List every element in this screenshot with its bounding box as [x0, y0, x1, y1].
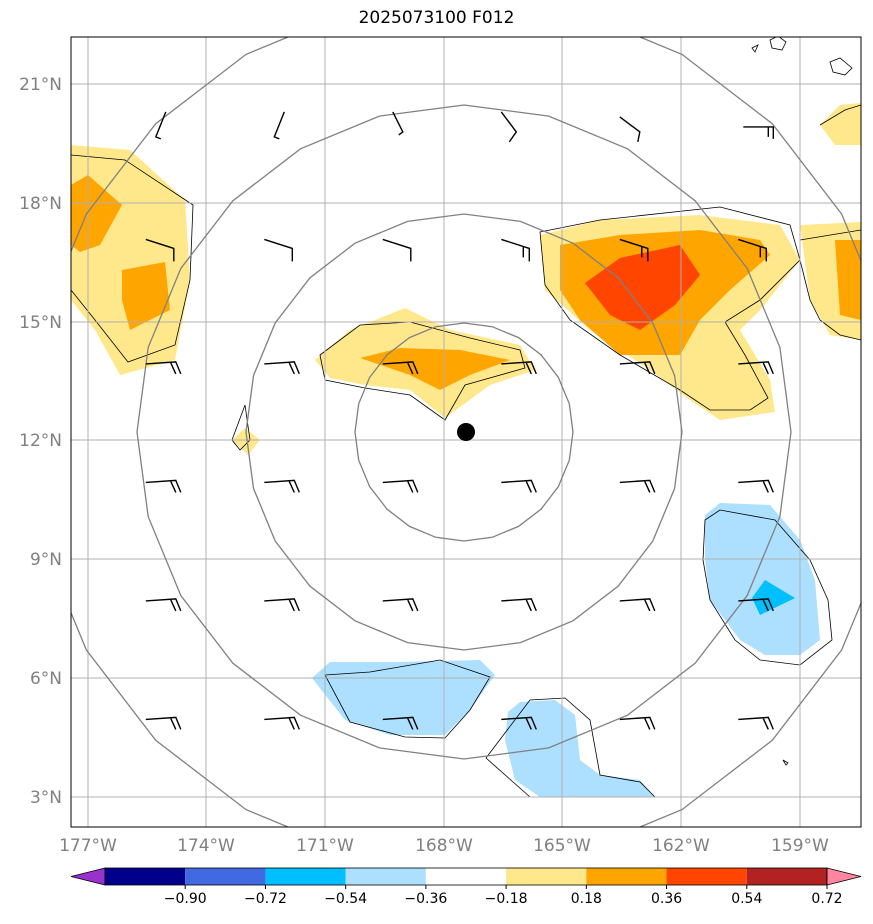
colorbar-swatch [586, 868, 667, 885]
map-plot-area [71, 37, 861, 827]
wind-barb [145, 361, 182, 375]
wind-barb [619, 716, 656, 730]
colorbar-label: −0.18 [485, 891, 528, 907]
lat-tick-label: 6°N [30, 669, 62, 689]
range-rings [71, 37, 861, 827]
wind-barb [501, 479, 537, 493]
colorbar-swatch [185, 868, 266, 885]
wind-barb [500, 111, 518, 143]
colorbar-label: 0.72 [811, 891, 842, 907]
shading-negative-light [312, 503, 820, 797]
wind-barb [382, 716, 419, 730]
colorbar-label: −0.36 [404, 891, 447, 907]
lat-tick-label: 9°N [30, 550, 62, 570]
wind-barb [501, 716, 537, 730]
wind-barb [619, 116, 641, 143]
wind-barb [382, 238, 412, 262]
wind-barb [501, 361, 537, 375]
colorbar-label: 0.54 [731, 891, 762, 907]
wind-barb [273, 111, 285, 140]
lon-tick-label: 174°W [177, 836, 235, 856]
storm-center-marker [457, 423, 475, 441]
shading-negative-mid [752, 580, 795, 615]
wind-barb [145, 238, 175, 262]
wind-barb [264, 238, 293, 262]
lon-tick-label: 159°W [771, 836, 829, 856]
lat-tick-label: 18°N [19, 194, 62, 214]
wind-barb [738, 479, 774, 493]
wind-barb [619, 361, 656, 375]
colorbar: −0.90 −0.72 −0.54 −0.36 −0.18 0.18 0.36 0.54 0.7… [70, 867, 862, 907]
colorbar-frame [104, 867, 828, 886]
colorbar-swatch [506, 868, 587, 885]
colorbar-extend-high [826, 867, 862, 886]
grid-lines [71, 37, 861, 827]
lat-tick-label: 15°N [19, 313, 62, 333]
range-ring [136, 104, 792, 760]
lat-tick-label: 12°N [19, 431, 62, 451]
wind-barb [382, 598, 419, 612]
wind-barb [145, 479, 182, 493]
wind-barb [738, 716, 774, 730]
range-ring [71, 37, 861, 827]
lon-axis: 177°W 174°W 171°W 168°W 165°W 162°W 159°… [59, 836, 829, 856]
colorbar-swatch [345, 868, 426, 885]
shading-positive-high [585, 245, 700, 330]
wind-barb [501, 238, 530, 262]
wind-barb [619, 238, 649, 262]
range-ring [245, 213, 683, 651]
wind-barb [154, 111, 167, 140]
colorbar-label: 0.36 [651, 891, 682, 907]
wind-barb [738, 238, 767, 262]
colorbar-swatch [666, 868, 747, 885]
wind-barbs [145, 111, 774, 730]
colorbar-swatch [105, 868, 186, 885]
wind-barb [145, 598, 182, 612]
lon-tick-label: 177°W [59, 836, 117, 856]
wind-barb [264, 598, 300, 612]
wind-barb [382, 361, 419, 375]
wind-barb [619, 598, 656, 612]
lon-tick-label: 165°W [533, 836, 591, 856]
wind-barb [619, 479, 656, 493]
wind-barb [738, 361, 774, 375]
wind-barb [738, 598, 774, 612]
lon-tick-label: 162°W [652, 836, 710, 856]
map-title: 2025073100 F012 [358, 8, 515, 28]
wind-barb [264, 479, 300, 493]
colorbar-label: −0.54 [324, 891, 367, 907]
colorbar-label: −0.90 [164, 891, 207, 907]
wind-barb [501, 598, 537, 612]
colorbar-label: 0.18 [571, 891, 602, 907]
contour-lines [71, 37, 861, 798]
colorbar-swatch [746, 868, 827, 885]
lat-tick-label: 21°N [19, 75, 62, 95]
colorbar-swatch [265, 868, 346, 885]
colorbar-label: −0.72 [244, 891, 287, 907]
colorbar-swatch [425, 868, 507, 885]
range-ring [354, 322, 574, 542]
wind-barb [392, 111, 404, 136]
lon-tick-label: 171°W [296, 836, 354, 856]
wind-barb [264, 361, 300, 375]
lat-axis: 21°N 18°N 15°N 12°N 9°N 6°N 3°N [19, 75, 62, 808]
wind-barb [382, 479, 419, 493]
plot-frame [70, 36, 862, 828]
wind-barb [264, 716, 300, 730]
wind-barb [145, 716, 182, 730]
lon-tick-label: 168°W [415, 836, 473, 856]
wind-barb [743, 126, 774, 139]
lat-tick-label: 3°N [30, 788, 62, 808]
colorbar-extend-low [70, 867, 106, 886]
